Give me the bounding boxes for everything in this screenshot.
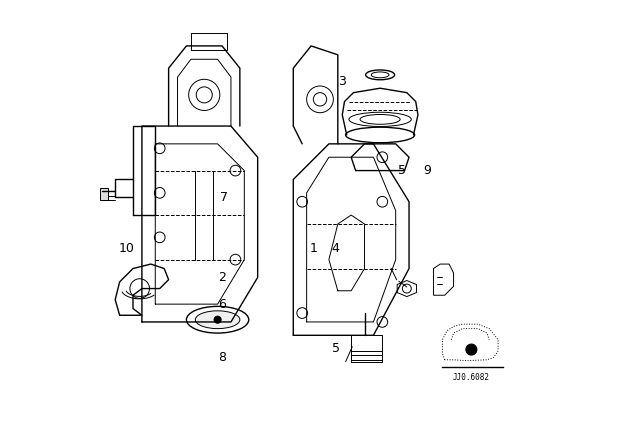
Text: 9: 9 <box>423 164 431 177</box>
Text: 2: 2 <box>218 271 226 284</box>
Ellipse shape <box>195 311 240 329</box>
Text: 10: 10 <box>118 242 134 255</box>
Text: 5: 5 <box>332 342 340 355</box>
Bar <box>100 188 108 199</box>
Text: 6: 6 <box>218 297 226 310</box>
Text: 3: 3 <box>339 75 346 88</box>
Text: 8: 8 <box>218 351 226 364</box>
Text: JJ0.6082: JJ0.6082 <box>453 373 490 382</box>
Bar <box>191 33 227 50</box>
Circle shape <box>466 344 477 355</box>
Text: 4: 4 <box>332 242 340 255</box>
Circle shape <box>214 316 221 323</box>
Text: 1: 1 <box>309 242 317 255</box>
Text: 5: 5 <box>398 164 406 177</box>
Text: 7: 7 <box>220 191 228 204</box>
